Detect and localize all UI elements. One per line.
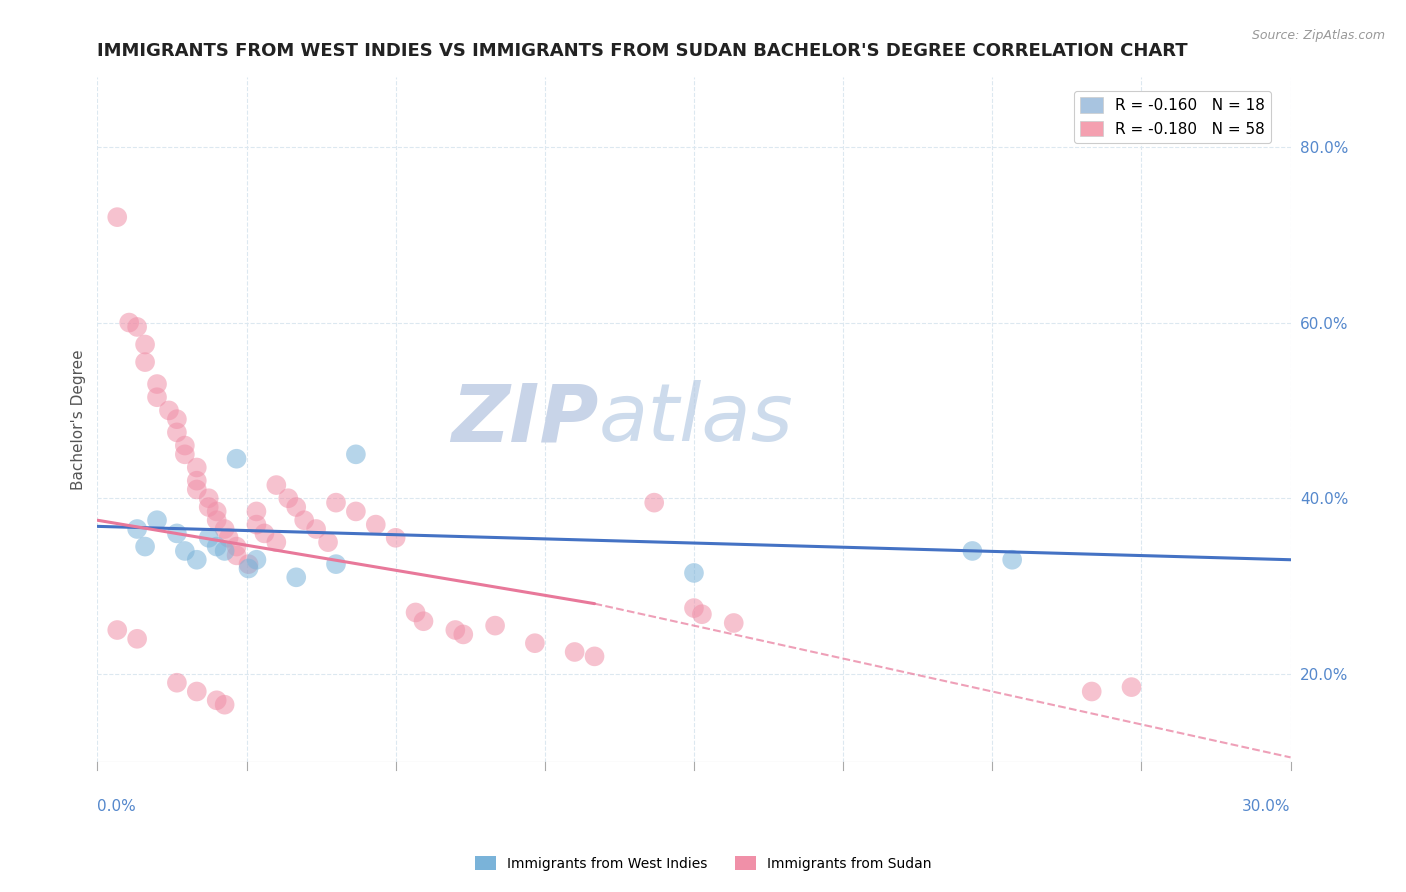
Point [105,210,128,224]
Point [134,355,156,369]
Point [205,513,228,527]
Point [225,549,247,563]
Point [134,337,156,351]
Text: 0.0%: 0.0% [97,799,136,814]
Point [292,513,315,527]
Point [127,320,149,334]
Point [105,623,128,637]
Point [266,535,288,549]
Point [205,693,228,707]
Point [683,601,706,615]
Point [205,540,228,554]
Point [197,500,219,514]
Text: IMMIGRANTS FROM WEST INDIES VS IMMIGRANTS FROM SUDAN BACHELOR'S DEGREE CORRELATI: IMMIGRANTS FROM WEST INDIES VS IMMIGRANT… [97,42,1188,60]
Point [1121,680,1143,694]
Point [266,478,288,492]
Point [197,491,219,506]
Point [285,570,308,584]
Point [453,627,475,641]
Point [166,526,188,541]
Point [305,522,328,536]
Point [214,544,236,558]
Point [1080,684,1102,698]
Point [118,316,141,330]
Text: 30.0%: 30.0% [1241,799,1291,814]
Point [225,451,247,466]
Point [412,614,434,628]
Point [643,495,665,509]
Text: atlas: atlas [599,380,793,458]
Point [564,645,586,659]
Point [225,540,247,554]
Point [186,553,208,567]
Point [166,412,188,426]
Point [146,513,169,527]
Point [245,553,267,567]
Legend: Immigrants from West Indies, Immigrants from Sudan: Immigrants from West Indies, Immigrants … [470,850,936,876]
Point [186,483,208,497]
Text: ZIP: ZIP [451,380,599,458]
Point [683,566,706,580]
Point [146,377,169,392]
Point [325,557,347,571]
Point [253,526,276,541]
Point [364,517,387,532]
Point [186,684,208,698]
Point [238,557,260,571]
Point [523,636,546,650]
Point [157,403,180,417]
Point [218,531,240,545]
Point [484,618,506,632]
Point [690,607,713,622]
Point [197,531,219,545]
Point [285,500,308,514]
Y-axis label: Bachelor's Degree: Bachelor's Degree [72,349,86,490]
Point [166,425,188,440]
Point [245,517,267,532]
Point [186,460,208,475]
Point [186,474,208,488]
Point [1001,553,1024,567]
Text: Source: ZipAtlas.com: Source: ZipAtlas.com [1251,29,1385,42]
Point [238,561,260,575]
Point [127,632,149,646]
Point [173,544,195,558]
Point [723,615,745,630]
Point [166,675,188,690]
Point [173,438,195,452]
Point [384,531,406,545]
Point [962,544,984,558]
Point [146,390,169,404]
Point [214,522,236,536]
Point [214,698,236,712]
Point [583,649,606,664]
Legend: R = -0.160   N = 18, R = -0.180   N = 58: R = -0.160 N = 18, R = -0.180 N = 58 [1074,91,1271,143]
Point [205,504,228,518]
Point [316,535,339,549]
Point [325,495,347,509]
Point [134,540,156,554]
Point [344,504,367,518]
Point [245,504,267,518]
Point [444,623,467,637]
Point [405,606,427,620]
Point [277,491,299,506]
Point [173,447,195,461]
Point [127,522,149,536]
Point [344,447,367,461]
